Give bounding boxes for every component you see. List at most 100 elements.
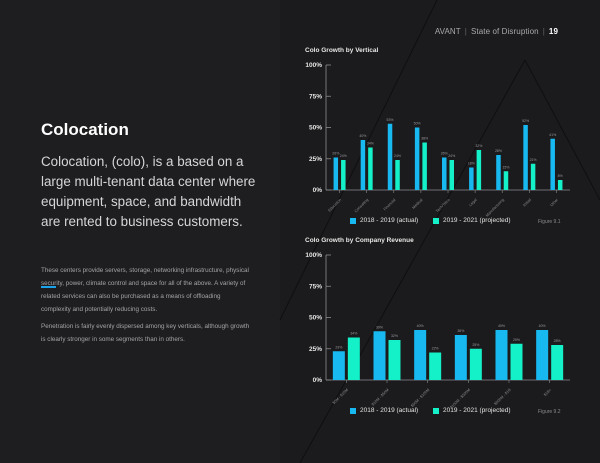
legend-swatch-actual bbox=[350, 407, 356, 414]
chart-title: Colo Growth by Vertical bbox=[305, 47, 379, 54]
bar-value-label: 22% bbox=[432, 347, 439, 351]
chart-growth-by-vertical: Colo Growth by Vertical 0% 25% 50% 75% 100% 2… bbox=[288, 45, 600, 235]
bar-actual bbox=[536, 330, 549, 380]
x-tick-label: $0M - $10M bbox=[332, 388, 349, 405]
x-tick-label: $1B+ bbox=[543, 387, 553, 397]
bar-projected bbox=[341, 160, 346, 190]
accent-divider bbox=[41, 286, 56, 288]
x-tick-label: Retail bbox=[522, 198, 532, 208]
bar-value-label: 39% bbox=[376, 325, 383, 329]
bar-actual bbox=[495, 330, 508, 380]
y-tick-label: 0% bbox=[313, 377, 323, 384]
bar-value-label: 40% bbox=[417, 324, 424, 328]
legend-swatch-actual bbox=[350, 217, 356, 224]
bar-value-label: 32% bbox=[475, 144, 482, 148]
bar-actual bbox=[469, 167, 474, 190]
header-separator: | bbox=[464, 27, 467, 36]
bar-actual bbox=[373, 331, 386, 380]
legend-label: 2018 - 2019 (actual) bbox=[360, 407, 419, 414]
legend-item-actual: 2018 - 2019 (actual) bbox=[350, 217, 418, 224]
bar-projected bbox=[388, 340, 401, 380]
publication-name: State of Disruption bbox=[470, 27, 539, 36]
bar-value-label: 28% bbox=[495, 149, 502, 153]
bar-actual bbox=[442, 157, 447, 190]
bar-value-label: 26% bbox=[332, 152, 339, 156]
chart-canvas: 0% 25% 50% 75% 100% 23% 34% $0M - $10M 39% 32% $10… bbox=[305, 252, 570, 410]
bar-value-label: 36% bbox=[457, 329, 464, 333]
x-tick-label: $500M - $1B bbox=[493, 388, 512, 407]
bar-projected bbox=[347, 337, 360, 380]
legend-item-actual: 2018 - 2019 (actual) bbox=[350, 407, 418, 414]
bar-projected bbox=[503, 171, 509, 190]
bar-projected bbox=[510, 343, 523, 380]
bar-actual bbox=[454, 335, 467, 380]
bar-actual bbox=[414, 127, 420, 190]
bar-actual bbox=[387, 123, 393, 190]
bar-value-label: 34% bbox=[350, 332, 357, 336]
body-paragraph-1: These centers provide servers, storage, … bbox=[41, 267, 249, 313]
bar-value-label: 40% bbox=[359, 134, 366, 138]
bar-value-label: 53% bbox=[387, 118, 394, 122]
legend-item-projected: 2019 - 2021 (projected) bbox=[433, 407, 511, 414]
y-tick-label: 75% bbox=[309, 93, 322, 100]
bar-value-label: 34% bbox=[367, 142, 374, 146]
legend-label: 2019 - 2021 (projected) bbox=[443, 217, 511, 224]
lead-paragraph: Colocation, (colo), is a based on a larg… bbox=[41, 154, 256, 229]
body-paragraph-2: Penetration is fairly evenly dispersed a… bbox=[41, 323, 250, 343]
bar-value-label: 24% bbox=[448, 154, 455, 158]
y-tick-label: 0% bbox=[313, 187, 323, 194]
bar-actual bbox=[550, 138, 555, 190]
bar-projected bbox=[530, 163, 536, 190]
section-title: Colocation bbox=[41, 120, 129, 139]
y-tick-label: 25% bbox=[309, 156, 322, 163]
page-header: AVANT | State of Disruption | 19 bbox=[435, 27, 558, 36]
bar-value-label: 32% bbox=[391, 334, 398, 338]
bar-value-label: 24% bbox=[340, 154, 347, 158]
x-tick-label: Manufacturing bbox=[485, 198, 505, 218]
chart-title: Colo Growth by Company Revenue bbox=[305, 237, 414, 244]
chart-canvas: 0%25%50%75%100%26%24%Education40%34%Cons… bbox=[305, 62, 570, 218]
bar-projected bbox=[429, 352, 442, 380]
legend-label: 2019 - 2021 (projected) bbox=[443, 407, 511, 414]
figure-label: Figure 9.2 bbox=[538, 409, 561, 415]
bar-value-label: 38% bbox=[421, 137, 428, 141]
bar-value-label: 21% bbox=[530, 158, 537, 162]
bar-projected bbox=[476, 150, 482, 190]
y-tick-label: 25% bbox=[309, 346, 322, 353]
x-tick-label: $10M - $50M bbox=[371, 388, 390, 407]
bar-actual bbox=[332, 351, 345, 380]
bar-actual bbox=[333, 157, 339, 190]
y-tick-label: 75% bbox=[309, 283, 322, 290]
x-tick-label: Education bbox=[327, 198, 342, 213]
bar-value-label: 8% bbox=[558, 174, 563, 178]
brand-name: AVANT bbox=[434, 27, 461, 36]
x-tick-label: Medical bbox=[412, 198, 424, 210]
x-tick-label: $50M - $100M bbox=[410, 388, 430, 408]
legend-swatch-projected bbox=[433, 407, 439, 414]
bar-value-label: 29% bbox=[513, 338, 520, 342]
x-tick-label: Tech/Telco bbox=[435, 198, 451, 214]
y-tick-label: 100% bbox=[305, 252, 322, 259]
bar-value-label: 41% bbox=[549, 133, 556, 137]
bar-value-label: 23% bbox=[335, 345, 342, 349]
x-tick-label: Consulting bbox=[354, 198, 370, 214]
legend-label: 2018 - 2019 (actual) bbox=[360, 217, 419, 224]
legend-swatch-projected bbox=[433, 217, 439, 224]
y-tick-label: 100% bbox=[305, 62, 322, 69]
x-tick-label: Other bbox=[550, 197, 560, 207]
bar-projected bbox=[551, 345, 564, 380]
bar-value-label: 50% bbox=[414, 122, 421, 126]
y-tick-label: 50% bbox=[309, 125, 322, 132]
page-number: 19 bbox=[548, 27, 558, 36]
bar-projected bbox=[422, 142, 427, 190]
bar-actual bbox=[414, 330, 427, 380]
chart-growth-by-revenue: Colo Growth by Company Revenue 0% 25% 50% 7… bbox=[288, 235, 600, 430]
bar-value-label: 40% bbox=[498, 324, 505, 328]
bar-value-label: 18% bbox=[468, 162, 475, 166]
bar-value-label: 26% bbox=[441, 152, 448, 156]
bar-actual bbox=[360, 140, 366, 190]
bar-projected bbox=[368, 147, 373, 190]
x-tick-label: Financial bbox=[383, 198, 397, 212]
bar-value-label: 25% bbox=[472, 343, 479, 347]
bar-projected bbox=[557, 180, 563, 190]
